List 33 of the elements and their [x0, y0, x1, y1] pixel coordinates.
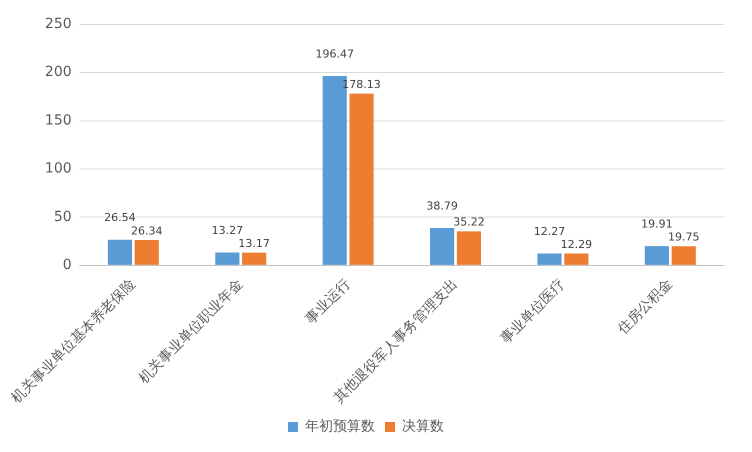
bar — [430, 228, 454, 265]
data-label: 12.29 — [560, 238, 592, 251]
bar — [349, 94, 374, 265]
x-tick-label: 事业单位医疗 — [498, 276, 568, 348]
data-label: 38.79 — [426, 199, 458, 212]
y-tick-label: 150 — [44, 112, 72, 128]
y-tick-label: 100 — [44, 160, 72, 177]
y-tick-label: 50 — [54, 208, 72, 225]
bar — [134, 240, 159, 265]
y-tick-label: 200 — [44, 64, 72, 80]
data-label: 26.54 — [104, 211, 136, 224]
legend-label: 决算数 — [402, 418, 444, 435]
data-label: 19.91 — [641, 218, 673, 230]
data-label: 13.27 — [212, 224, 244, 237]
data-label: 13.17 — [238, 236, 270, 250]
bar — [215, 252, 240, 265]
bar — [108, 240, 132, 265]
data-label: 26.34 — [131, 224, 163, 238]
x-tick-label: 住房公积金 — [614, 276, 676, 338]
bar — [242, 252, 266, 265]
data-label: 19.75 — [668, 230, 700, 244]
bar — [564, 253, 588, 265]
legend-label: 年初预算数 — [305, 418, 375, 435]
x-tick-label: 事业运行 — [302, 276, 354, 328]
data-label: 12.27 — [534, 224, 566, 238]
y-tick-label: 250 — [44, 16, 72, 32]
data-label: 196.47 — [315, 47, 354, 60]
y-tick-label: 0 — [62, 256, 72, 273]
bar — [456, 231, 482, 265]
bar — [537, 254, 562, 265]
bar — [644, 246, 669, 265]
data-label: 35.22 — [453, 216, 485, 229]
bar — [672, 246, 696, 265]
